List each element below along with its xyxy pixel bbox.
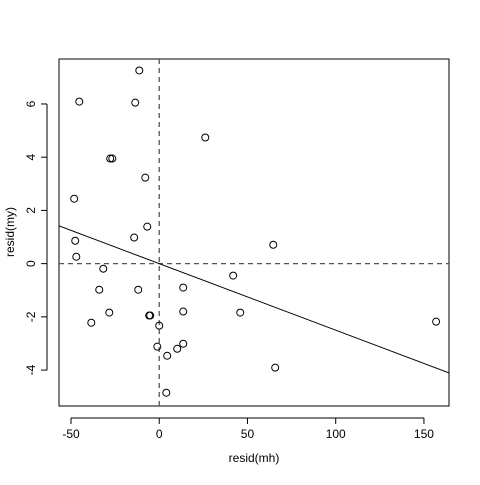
point [163, 351, 172, 360]
point [95, 285, 104, 294]
point [201, 133, 210, 142]
point [271, 363, 280, 372]
point [99, 264, 108, 273]
point [75, 97, 84, 106]
point [173, 344, 182, 353]
point [141, 173, 150, 182]
point [229, 271, 238, 280]
point [179, 283, 188, 292]
point [155, 321, 164, 330]
point [179, 339, 188, 348]
x-tick-label: 0 [156, 427, 163, 441]
point [135, 66, 144, 75]
y-tick-label: 2 [24, 207, 38, 214]
y-tick-label: 4 [24, 154, 38, 161]
x-tick-label: 100 [326, 427, 346, 441]
plot-area [59, 59, 449, 406]
point [236, 308, 245, 317]
x-tick-label: 50 [241, 427, 255, 441]
fit-line [59, 225, 449, 374]
x-tick-label: -50 [62, 427, 80, 441]
point [143, 222, 152, 231]
y-tick-label: -4 [24, 364, 38, 375]
point [134, 285, 143, 294]
point [72, 252, 81, 261]
point [269, 240, 278, 249]
plot-box [58, 58, 450, 407]
point [153, 342, 162, 351]
point [108, 154, 117, 163]
y-tick-label: -2 [24, 311, 38, 322]
point [179, 307, 188, 316]
y-axis-label: resid(my) [3, 207, 17, 257]
point [130, 233, 139, 242]
point [87, 318, 96, 327]
point [162, 388, 171, 397]
point [105, 308, 114, 317]
point [432, 317, 441, 326]
x-tick-label: 150 [414, 427, 434, 441]
x-axis-label: resid(mh) [229, 451, 280, 465]
point [70, 194, 79, 203]
y-tick-label: 6 [24, 100, 38, 107]
point [131, 98, 140, 107]
point [71, 236, 80, 245]
point [146, 311, 155, 320]
point [106, 154, 115, 163]
y-tick-label: 0 [24, 260, 38, 267]
